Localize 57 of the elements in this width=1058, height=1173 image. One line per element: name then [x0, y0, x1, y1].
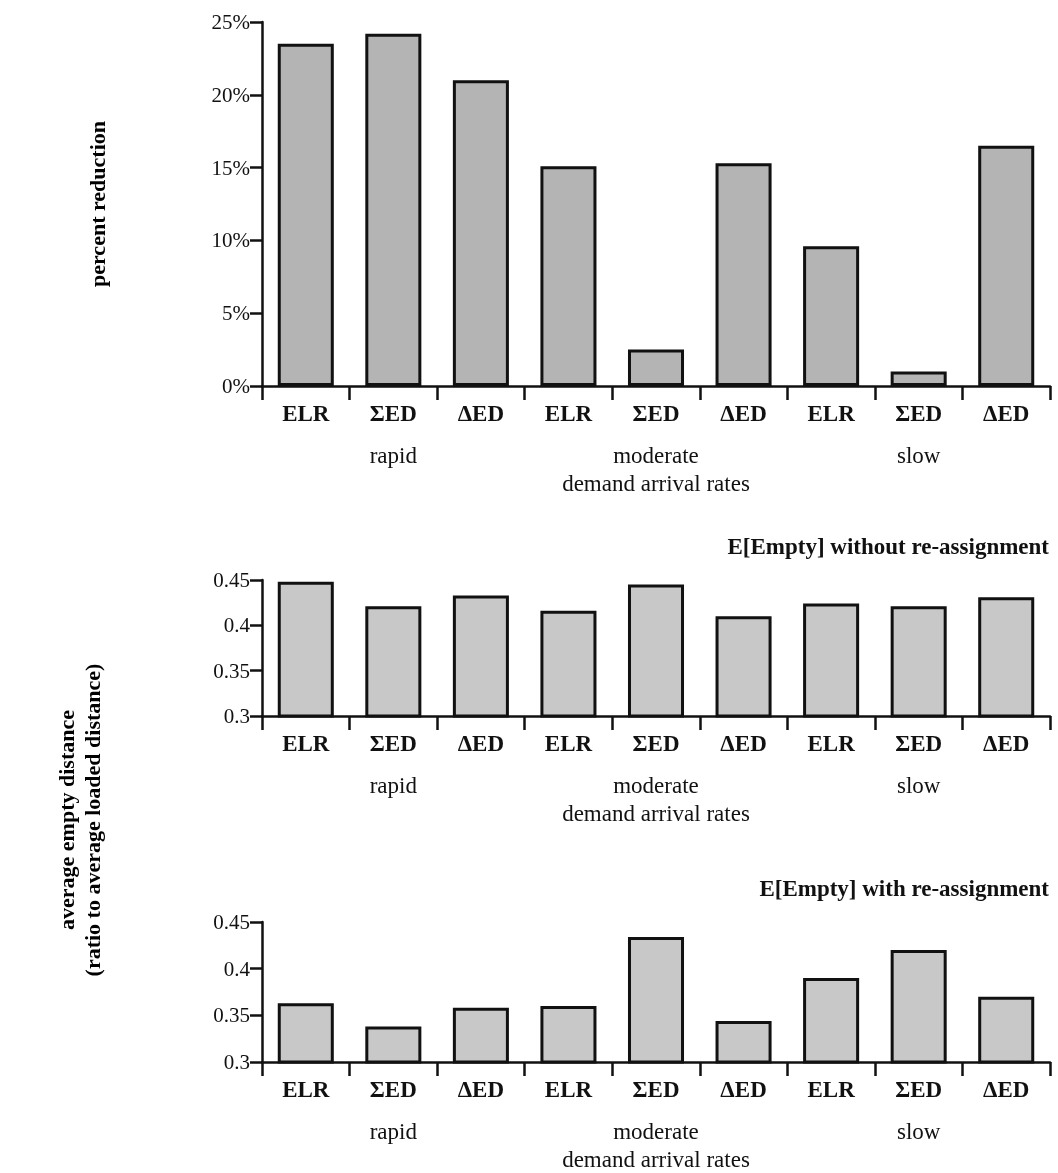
x-tick-label: ΔED: [720, 1077, 767, 1102]
x-tick-label: ΣED: [895, 401, 943, 426]
text: moderate: [613, 773, 699, 798]
x-axis-title: demand arrival rates: [562, 1147, 750, 1172]
x-tick-label: ELR: [807, 731, 856, 756]
x-tick-label: ELR: [544, 1077, 593, 1102]
x-tick-label: ΔED: [457, 1077, 505, 1102]
x-tick-label: ΔED: [983, 731, 1030, 756]
chart-title: E[Empty] with re-assignment: [759, 876, 1050, 901]
x-tick-label: ΔED: [720, 731, 767, 756]
x-tick-label: ΣED: [895, 731, 943, 756]
y-axis-title: average empty distance (ratio to average loaded distance): [54, 663, 106, 977]
x-tick-label: ELR: [282, 731, 330, 756]
y-tick-label: 0.45: [213, 568, 250, 592]
y-tick-label: 0%: [222, 374, 250, 398]
y-tick-label: 5%: [222, 301, 250, 326]
y-tick-label: 20%: [211, 82, 250, 107]
x-tick-label: ΔED: [983, 1077, 1030, 1102]
y-tick-label: 0.3: [223, 704, 250, 728]
x-tick-label: ΣED: [632, 731, 680, 756]
text: moderate: [613, 1119, 699, 1144]
chart-title: E[Empty] without re-assignment: [727, 534, 1050, 559]
y-tick-label: 0.45: [213, 910, 250, 934]
x-tick-label: ΣED: [632, 401, 680, 426]
y-tick-label: 0.3: [223, 1050, 250, 1074]
x-tick-label: ΔED: [457, 731, 505, 756]
x-tick-label: ΣED: [632, 1077, 680, 1102]
text: rapid: [369, 443, 418, 468]
text: slow: [896, 443, 941, 468]
text: moderate: [613, 443, 699, 468]
y-tick-label: 0.4: [223, 956, 251, 981]
x-tick-label: ELR: [282, 401, 330, 426]
x-tick-label: ELR: [544, 731, 593, 756]
y-axis-title: percent reduction: [85, 121, 111, 287]
x-tick-label: ELR: [544, 401, 593, 426]
text: slow: [896, 773, 941, 798]
x-tick-label: ELR: [282, 1077, 330, 1102]
x-axis-title: demand arrival rates: [562, 801, 750, 826]
x-tick-label: ΣED: [895, 1077, 943, 1102]
x-tick-label: ΔED: [457, 401, 505, 426]
y-tick-label: 15%: [211, 155, 250, 180]
y-tick-label: 0.4: [223, 613, 251, 638]
text: slow: [896, 1119, 941, 1144]
x-tick-label: ΣED: [369, 731, 417, 756]
y-tick-label: 0.35: [213, 658, 250, 683]
text: rapid: [369, 1119, 418, 1144]
x-tick-label: ELR: [807, 401, 856, 426]
x-tick-label: ΔED: [983, 401, 1030, 426]
text: rapid: [369, 773, 418, 798]
y-tick-label: 10%: [211, 228, 250, 253]
x-tick-label: ELR: [807, 1077, 856, 1102]
x-tick-label: ΔED: [720, 401, 767, 426]
x-axis-title: demand arrival rates: [562, 471, 750, 496]
y-tick-label: 0.35: [213, 1003, 250, 1028]
x-tick-label: ΣED: [369, 401, 417, 426]
x-tick-label: ΣED: [369, 1077, 417, 1102]
y-tick-label: 25%: [211, 10, 250, 34]
